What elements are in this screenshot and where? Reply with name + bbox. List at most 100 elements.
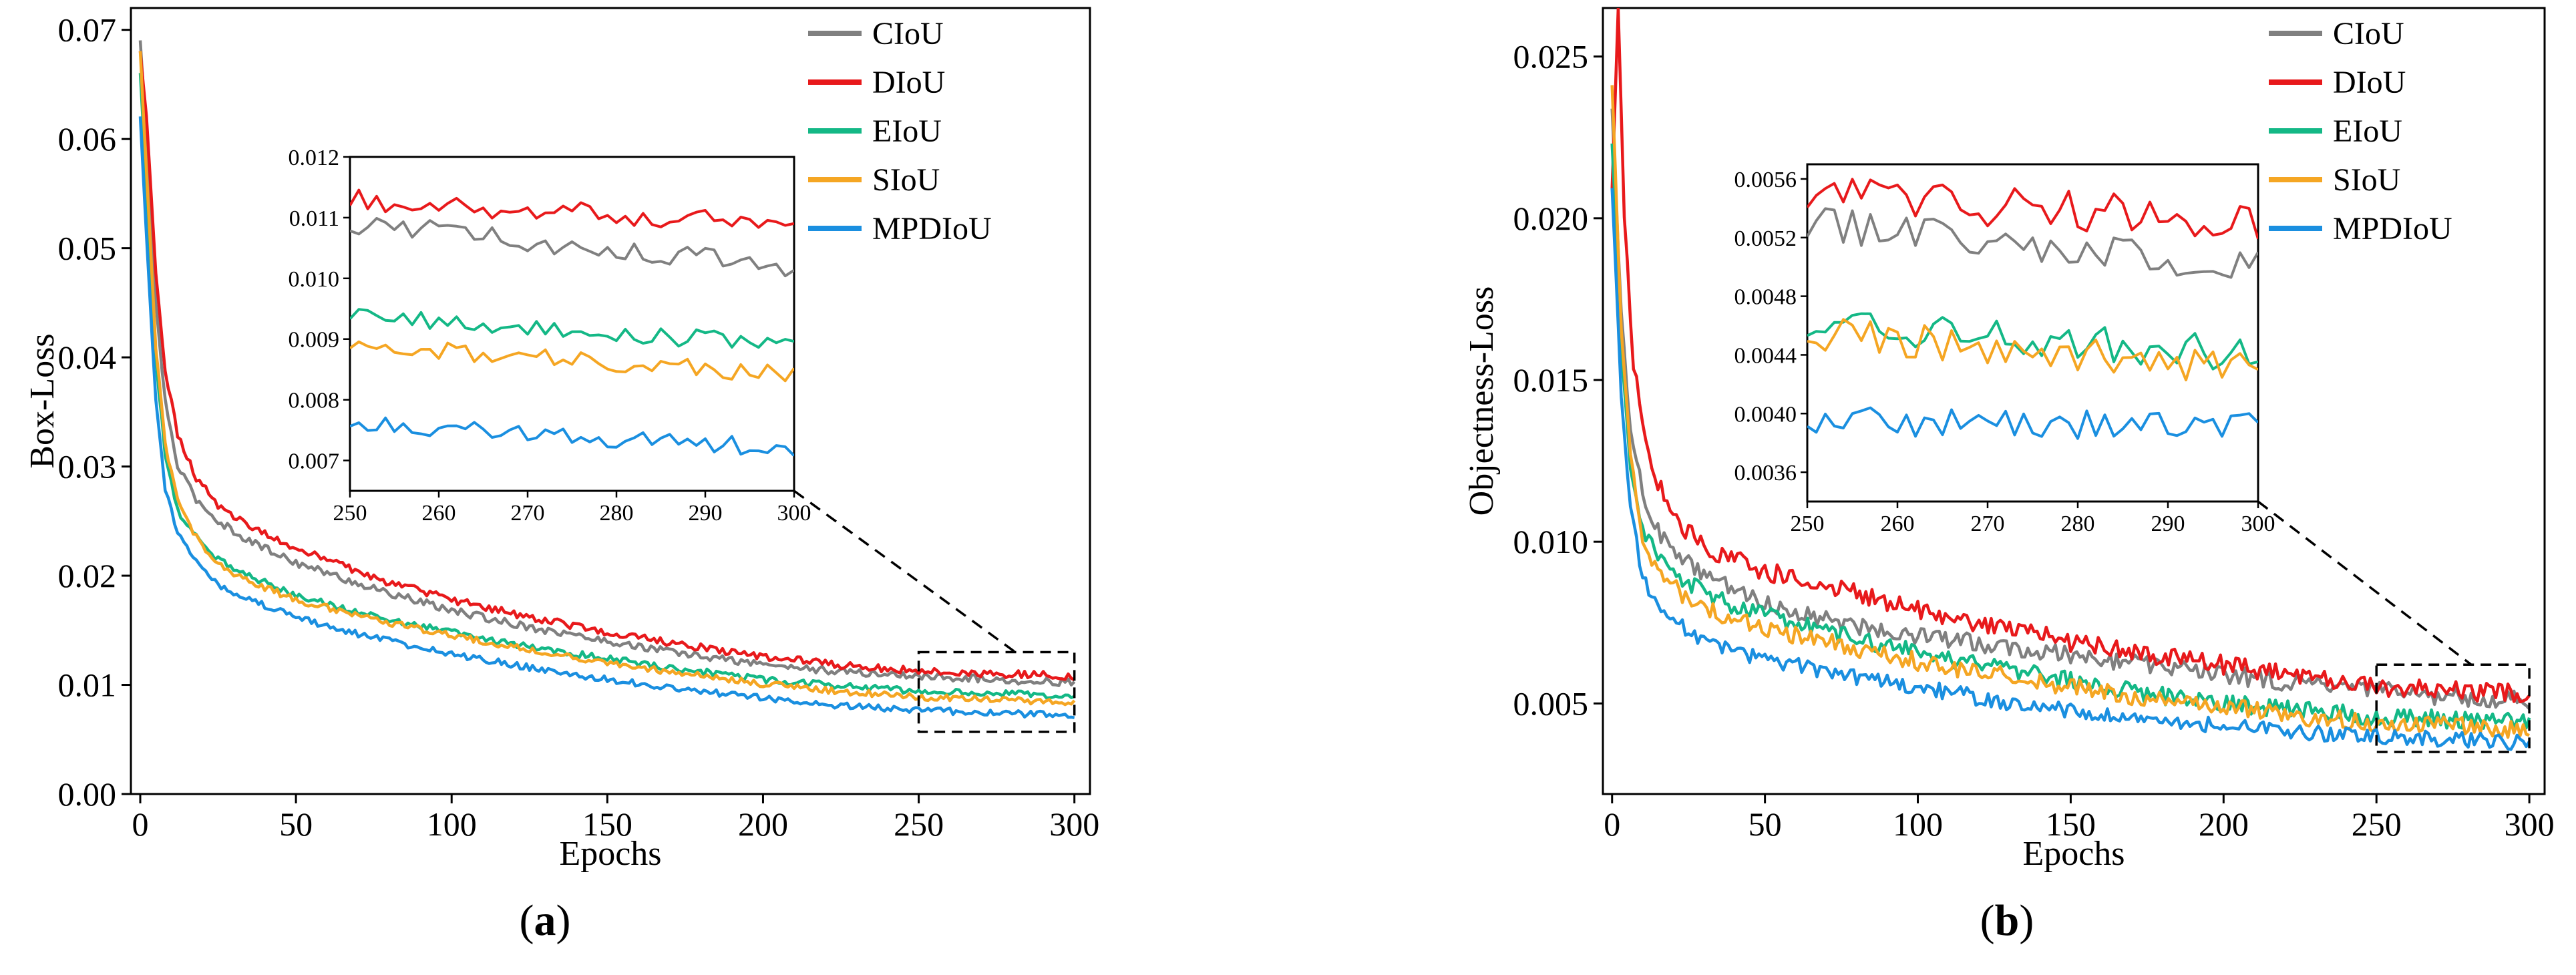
y-tick-label: 0.02 bbox=[58, 557, 117, 594]
inset-series-line-diou bbox=[1807, 178, 2258, 240]
inset-series-line-ciou bbox=[350, 217, 794, 278]
x-tick-label: 100 bbox=[1893, 805, 1943, 843]
zoom-connector bbox=[2257, 500, 2472, 666]
y-tick-label: 0.025 bbox=[1513, 38, 1589, 75]
series-line-eiou bbox=[1610, 143, 2531, 730]
inset-series-group bbox=[350, 188, 794, 457]
zoom-box bbox=[2375, 663, 2531, 753]
x-tick-label: 250 bbox=[2352, 805, 2402, 843]
panel-label: (b) bbox=[1980, 896, 2034, 945]
inset-x-tick-label: 300 bbox=[2241, 512, 2275, 536]
x-tick-label: 0 bbox=[1604, 805, 1620, 843]
inset-x-tick-label: 280 bbox=[2061, 512, 2095, 536]
x-tick-label: 250 bbox=[894, 805, 944, 843]
chart-panel-a: 0 50 100 150 200 250 300 0.00 0.01 0.02 0.03 0.04 0.… bbox=[23, 7, 1099, 945]
inset-y-tick-label: 0.008 bbox=[289, 389, 340, 413]
inset-series-line-ciou bbox=[1807, 207, 2258, 279]
y-tick-label: 0.015 bbox=[1513, 361, 1589, 399]
y-tick-label: 0.010 bbox=[1513, 523, 1589, 560]
zoom-connector bbox=[793, 490, 1017, 653]
inset-y-tick-label: 0.0044 bbox=[1734, 343, 1797, 368]
inset-y-tick-label: 0.010 bbox=[289, 267, 340, 292]
y-tick-label: 0.00 bbox=[58, 775, 117, 813]
x-tick-label: 50 bbox=[279, 805, 313, 843]
inset-x-tick-label: 290 bbox=[689, 501, 723, 526]
inset-x-tick-label: 270 bbox=[511, 501, 545, 526]
legend-label-siou: SIoU bbox=[2333, 162, 2400, 198]
series-line-mpdiou bbox=[1610, 188, 2531, 751]
panel-label-letter: a bbox=[534, 896, 556, 945]
inset-y-tick-label: 0.011 bbox=[289, 206, 339, 231]
y-tick-label: 0.06 bbox=[58, 120, 117, 158]
inset-y-tick-label: 0.007 bbox=[289, 449, 340, 474]
legend-label-mpdiou: MPDIoU bbox=[2333, 211, 2452, 246]
inset-y-tick-label: 0.0040 bbox=[1734, 402, 1797, 427]
zoom-box bbox=[917, 650, 1076, 733]
x-tick-label: 50 bbox=[1749, 805, 1782, 843]
inset-y-tick-label: 0.0036 bbox=[1734, 461, 1797, 485]
y-tick-label: 0.020 bbox=[1513, 200, 1589, 237]
y-axis-title: Objectness-Loss bbox=[1463, 286, 1501, 516]
x-tick-label: 300 bbox=[2505, 805, 2555, 843]
y-axis-title: Box-Loss bbox=[23, 333, 61, 468]
legend-label-mpdiou: MPDIoU bbox=[872, 211, 992, 246]
inset-x-tick-label: 270 bbox=[1971, 512, 2005, 536]
inset-y-tick-label: 0.0052 bbox=[1734, 226, 1797, 251]
panel-label-close: ) bbox=[556, 896, 571, 945]
plot-frame bbox=[1602, 7, 2546, 795]
inset-series-line-siou bbox=[350, 340, 794, 383]
series-line-diou bbox=[138, 51, 1075, 682]
panel-label-letter: b bbox=[1995, 896, 2020, 945]
y-tick-label: 0.07 bbox=[58, 11, 117, 49]
x-axis-title: Epochs bbox=[2022, 835, 2125, 873]
plot-frame bbox=[130, 7, 1091, 795]
legend: CIoU DIoU EIoU SIoU MPDIoU bbox=[808, 16, 992, 246]
panel-label-open: ( bbox=[520, 896, 534, 945]
chart-panel-b: 0 50 100 150 200 250 300 0.005 0.010 0.015 0.020 0.… bbox=[1463, 7, 2555, 945]
inset-series-line-mpdiou bbox=[350, 416, 794, 457]
inset-series-line-eiou bbox=[350, 308, 794, 349]
legend-label-diou: DIoU bbox=[872, 65, 945, 100]
inset-series-line-diou bbox=[350, 188, 794, 229]
x-tick-label: 150 bbox=[2046, 805, 2096, 843]
panel-label-open: ( bbox=[1980, 896, 1995, 945]
x-tick-label: 0 bbox=[132, 805, 148, 843]
inset-y-tick-label: 0.009 bbox=[289, 328, 340, 353]
inset-y-tick-label: 0.0048 bbox=[1734, 285, 1797, 310]
y-tick-label: 0.005 bbox=[1513, 685, 1589, 722]
inset-x-tick-label: 250 bbox=[333, 501, 367, 526]
legend-label-diou: DIoU bbox=[2333, 65, 2406, 100]
legend: CIoU DIoU EIoU SIoU MPDIoU bbox=[2269, 16, 2452, 246]
x-axis-title: Epochs bbox=[559, 835, 661, 873]
inset-x-tick-label: 250 bbox=[1791, 512, 1825, 536]
inset-series-line-eiou bbox=[1807, 312, 2258, 371]
legend-label-eiou: EIoU bbox=[872, 114, 942, 149]
panel-label: (a) bbox=[520, 896, 571, 945]
inset-y-tick-label: 0.012 bbox=[289, 146, 340, 170]
inset-x-tick-label: 290 bbox=[2151, 512, 2185, 536]
series-line-mpdiou bbox=[138, 116, 1075, 719]
y-tick-label: 0.03 bbox=[58, 448, 117, 485]
legend-label-ciou: CIoU bbox=[872, 16, 944, 51]
x-tick-label: 150 bbox=[582, 805, 632, 843]
legend-label-eiou: EIoU bbox=[2333, 114, 2402, 149]
inset-x-tick-label: 260 bbox=[1881, 512, 1915, 536]
y-tick-label: 0.01 bbox=[58, 666, 117, 704]
series-line-ciou bbox=[138, 40, 1076, 687]
x-tick-label: 200 bbox=[738, 805, 788, 843]
inset-series-group bbox=[1807, 178, 2258, 440]
y-tick-label: 0.04 bbox=[58, 339, 117, 376]
inset-y-tick-label: 0.0056 bbox=[1734, 168, 1797, 192]
x-tick-label: 100 bbox=[427, 805, 477, 843]
inset-x-tick-label: 300 bbox=[777, 501, 811, 526]
inset-x-tick-label: 260 bbox=[422, 501, 456, 526]
panel-label-close: ) bbox=[2019, 896, 2034, 945]
y-tick-label: 0.05 bbox=[58, 230, 117, 267]
inset-x-tick-label: 280 bbox=[600, 501, 634, 526]
inset-series-line-siou bbox=[1807, 318, 2258, 381]
x-tick-label: 200 bbox=[2199, 805, 2249, 843]
legend-label-siou: SIoU bbox=[872, 162, 940, 198]
x-tick-label: 300 bbox=[1049, 805, 1099, 843]
